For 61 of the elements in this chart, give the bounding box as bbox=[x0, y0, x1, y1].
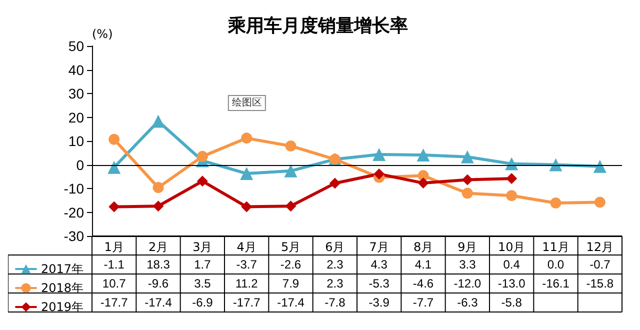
x-tick-label: 9月 bbox=[458, 240, 478, 254]
x-tick-label: 2月 bbox=[148, 240, 168, 254]
data-label: 10.7 bbox=[102, 276, 126, 290]
data-label: 2.3 bbox=[326, 276, 344, 290]
data-label: -3.7 bbox=[236, 258, 258, 272]
x-tick-label: 4月 bbox=[236, 240, 256, 254]
x-tick-label: 3月 bbox=[192, 240, 212, 254]
y-tick-label: 0 bbox=[76, 156, 84, 173]
data-label: -0.7 bbox=[590, 258, 611, 272]
legend-label: 2018年 bbox=[41, 281, 84, 295]
x-tick-label: 6月 bbox=[325, 240, 345, 254]
data-label: -7.7 bbox=[412, 296, 434, 310]
x-tick-label: 7月 bbox=[369, 240, 389, 254]
data-label: -6.3 bbox=[457, 296, 478, 310]
chart-title: 乘用车月度销量增长率 bbox=[227, 16, 408, 36]
data-label: -6.9 bbox=[192, 296, 214, 310]
data-label: -13.0 bbox=[498, 276, 526, 290]
data-label: -3.9 bbox=[368, 296, 390, 310]
y-axis-title: (%) bbox=[92, 27, 113, 41]
data-label: -15.8 bbox=[586, 276, 614, 290]
annotation: 绘图区 bbox=[232, 96, 262, 108]
data-label: -12.0 bbox=[454, 276, 482, 290]
data-label: -4.6 bbox=[412, 276, 434, 290]
data-label: -2.6 bbox=[280, 258, 302, 272]
x-tick-label: 5月 bbox=[280, 240, 301, 254]
data-label: -17.7 bbox=[232, 296, 261, 310]
y-tick-label: -20 bbox=[64, 204, 84, 220]
x-tick-label: 10月 bbox=[498, 240, 526, 254]
data-label: -5.3 bbox=[368, 276, 390, 290]
data-label: -16.1 bbox=[542, 276, 570, 290]
data-label: 7.9 bbox=[282, 276, 300, 290]
data-label: -5.8 bbox=[501, 296, 522, 310]
data-label: 1.7 bbox=[194, 258, 212, 272]
y-tick-label: 10 bbox=[68, 133, 84, 149]
data-label: -17.4 bbox=[144, 296, 172, 310]
y-tick-label: 30 bbox=[68, 86, 84, 102]
data-label: 4.3 bbox=[370, 258, 388, 272]
data-label: 18.3 bbox=[146, 258, 170, 272]
x-tick-label: 11月 bbox=[542, 240, 570, 254]
y-tick-label: -30 bbox=[64, 228, 84, 244]
data-label: -17.4 bbox=[277, 296, 305, 310]
data-label: -7.8 bbox=[324, 296, 346, 310]
data-label: 3.3 bbox=[459, 258, 476, 272]
data-label: 4.1 bbox=[414, 258, 432, 272]
data-label: 0.0 bbox=[547, 258, 564, 272]
y-tick-label: 20 bbox=[68, 109, 84, 126]
x-tick-label: 12月 bbox=[586, 240, 614, 254]
y-tick-label: 40 bbox=[68, 62, 84, 78]
data-label: -9.6 bbox=[148, 276, 169, 290]
data-label: 2.3 bbox=[326, 258, 344, 272]
legend-label: 2019年 bbox=[41, 300, 84, 314]
y-tick-label: -10 bbox=[64, 180, 84, 196]
data-label: 0.4 bbox=[503, 258, 520, 272]
data-label: -1.1 bbox=[104, 258, 125, 272]
y-tick-label: 50 bbox=[68, 38, 84, 54]
x-tick-label: 1月 bbox=[104, 240, 124, 254]
data-label: -17.7 bbox=[100, 296, 128, 310]
data-label: 11.2 bbox=[235, 276, 258, 290]
x-tick-label: 8月 bbox=[413, 240, 434, 254]
data-label: 3.5 bbox=[194, 276, 212, 290]
legend-label: 2017年 bbox=[41, 262, 84, 276]
